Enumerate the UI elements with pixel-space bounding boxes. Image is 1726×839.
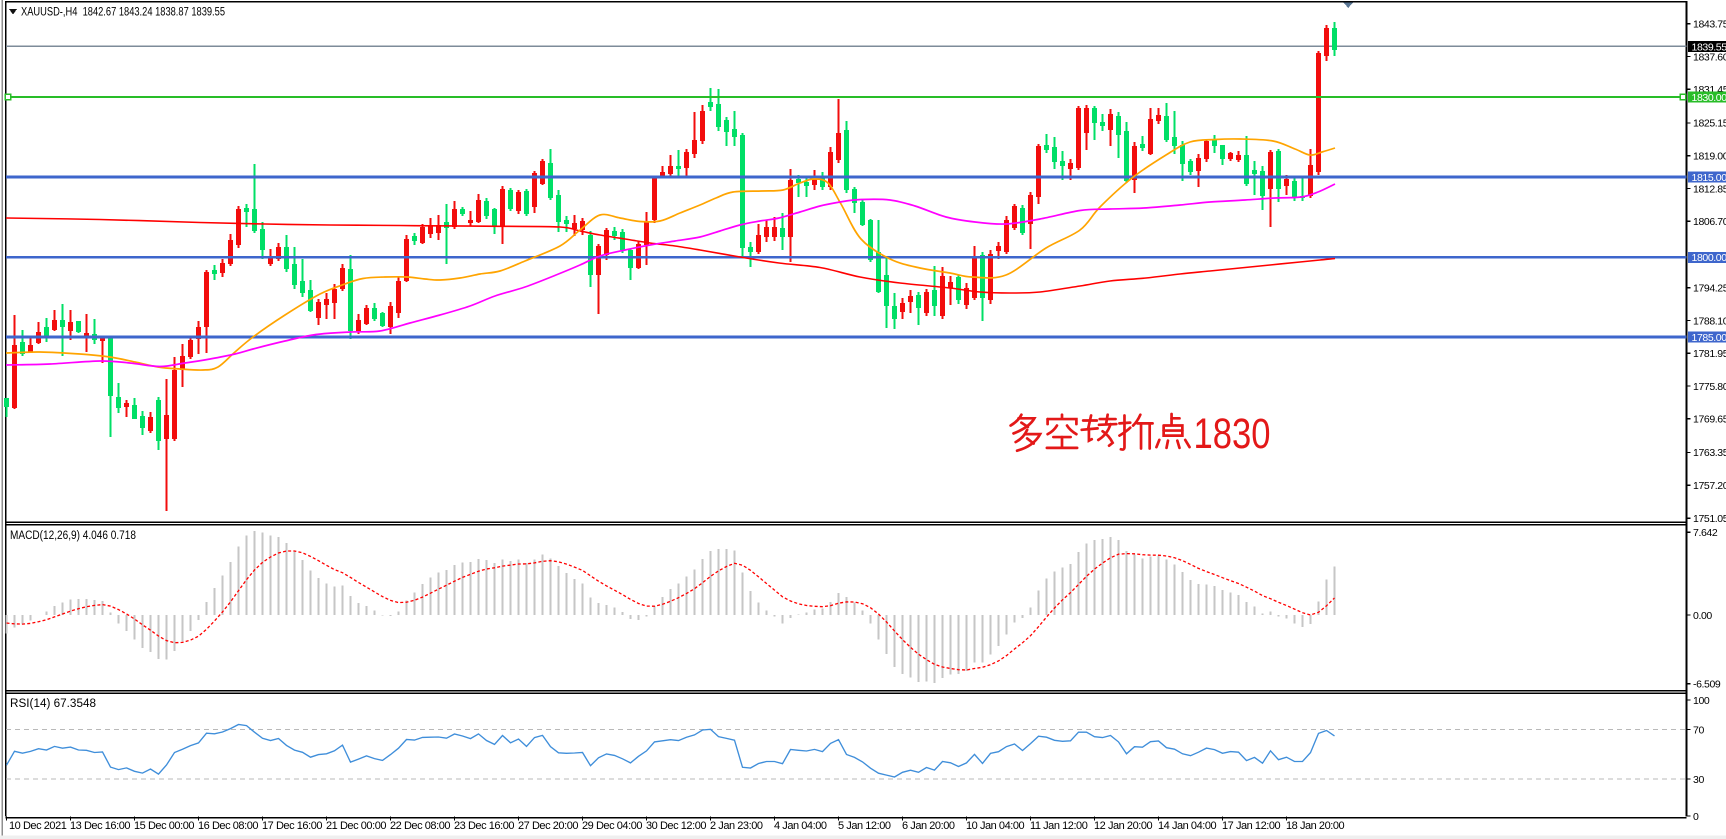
- svg-text:14 Jan 04:00: 14 Jan 04:00: [1158, 820, 1217, 832]
- svg-text:29 Dec 04:00: 29 Dec 04:00: [582, 820, 642, 832]
- svg-text:RSI(14) 67.3548: RSI(14) 67.3548: [10, 698, 96, 710]
- svg-text:1806.70: 1806.70: [1693, 216, 1726, 228]
- svg-text:10 Dec 2021: 10 Dec 2021: [9, 820, 67, 832]
- svg-text:1757.20: 1757.20: [1693, 480, 1726, 492]
- svg-text:1781.95: 1781.95: [1693, 348, 1726, 360]
- svg-text:100: 100: [1693, 695, 1710, 707]
- svg-text:18 Jan 20:00: 18 Jan 20:00: [1286, 820, 1345, 832]
- svg-text:1837.60: 1837.60: [1693, 51, 1726, 63]
- svg-text:1830.00: 1830.00: [1692, 92, 1726, 104]
- svg-text:1785.00: 1785.00: [1692, 332, 1726, 344]
- svg-text:30: 30: [1693, 774, 1704, 786]
- svg-text:0.00: 0.00: [1693, 610, 1712, 622]
- svg-text:1815.00: 1815.00: [1692, 172, 1726, 184]
- svg-text:7.642: 7.642: [1693, 527, 1718, 539]
- svg-text:12 Jan 20:00: 12 Jan 20:00: [1094, 820, 1153, 832]
- svg-text:15 Dec 00:00: 15 Dec 00:00: [134, 820, 194, 832]
- svg-text:1843.75: 1843.75: [1693, 19, 1726, 31]
- svg-text:XAUUSD-,H4 1842.67 1843.24 18: XAUUSD-,H4 1842.67 1843.24 1838.87 1839.…: [21, 5, 225, 19]
- svg-text:-6.509: -6.509: [1693, 678, 1721, 690]
- svg-text:1825.15: 1825.15: [1693, 118, 1726, 130]
- svg-text:13 Dec 16:00: 13 Dec 16:00: [70, 820, 130, 832]
- svg-text:MACD(12,26,9) 4.046 0.718: MACD(12,26,9) 4.046 0.718: [10, 530, 136, 542]
- svg-text:1830: 1830: [1194, 411, 1271, 458]
- svg-text:17 Jan 12:00: 17 Jan 12:00: [1222, 820, 1281, 832]
- svg-text:6 Jan 20:00: 6 Jan 20:00: [902, 820, 955, 832]
- svg-text:1812.85: 1812.85: [1693, 183, 1726, 195]
- svg-text:1800.00: 1800.00: [1692, 252, 1726, 264]
- svg-text:5 Jan 12:00: 5 Jan 12:00: [838, 820, 891, 832]
- svg-text:16 Dec 08:00: 16 Dec 08:00: [198, 820, 258, 832]
- svg-text:70: 70: [1693, 724, 1704, 736]
- svg-text:30 Dec 12:00: 30 Dec 12:00: [646, 820, 706, 832]
- svg-text:4 Jan 04:00: 4 Jan 04:00: [774, 820, 827, 832]
- svg-text:21 Dec 00:00: 21 Dec 00:00: [326, 820, 386, 832]
- svg-text:1839.55: 1839.55: [1692, 41, 1726, 53]
- svg-text:1775.80: 1775.80: [1693, 381, 1726, 393]
- svg-text:1751.05: 1751.05: [1693, 513, 1726, 525]
- svg-text:27 Dec 20:00: 27 Dec 20:00: [518, 820, 578, 832]
- svg-text:1769.65: 1769.65: [1693, 414, 1726, 426]
- svg-text:10 Jan 04:00: 10 Jan 04:00: [966, 820, 1025, 832]
- svg-text:1763.35: 1763.35: [1693, 447, 1726, 459]
- svg-text:1819.00: 1819.00: [1693, 151, 1726, 163]
- svg-text:23 Dec 16:00: 23 Dec 16:00: [454, 820, 514, 832]
- svg-text:17 Dec 16:00: 17 Dec 16:00: [262, 820, 322, 832]
- svg-text:2 Jan 23:00: 2 Jan 23:00: [710, 820, 763, 832]
- svg-text:1788.10: 1788.10: [1693, 315, 1726, 327]
- svg-text:22 Dec 08:00: 22 Dec 08:00: [390, 820, 450, 832]
- svg-text:0: 0: [1693, 811, 1699, 823]
- svg-text:11 Jan 12:00: 11 Jan 12:00: [1030, 820, 1088, 832]
- svg-text:1794.25: 1794.25: [1693, 282, 1726, 294]
